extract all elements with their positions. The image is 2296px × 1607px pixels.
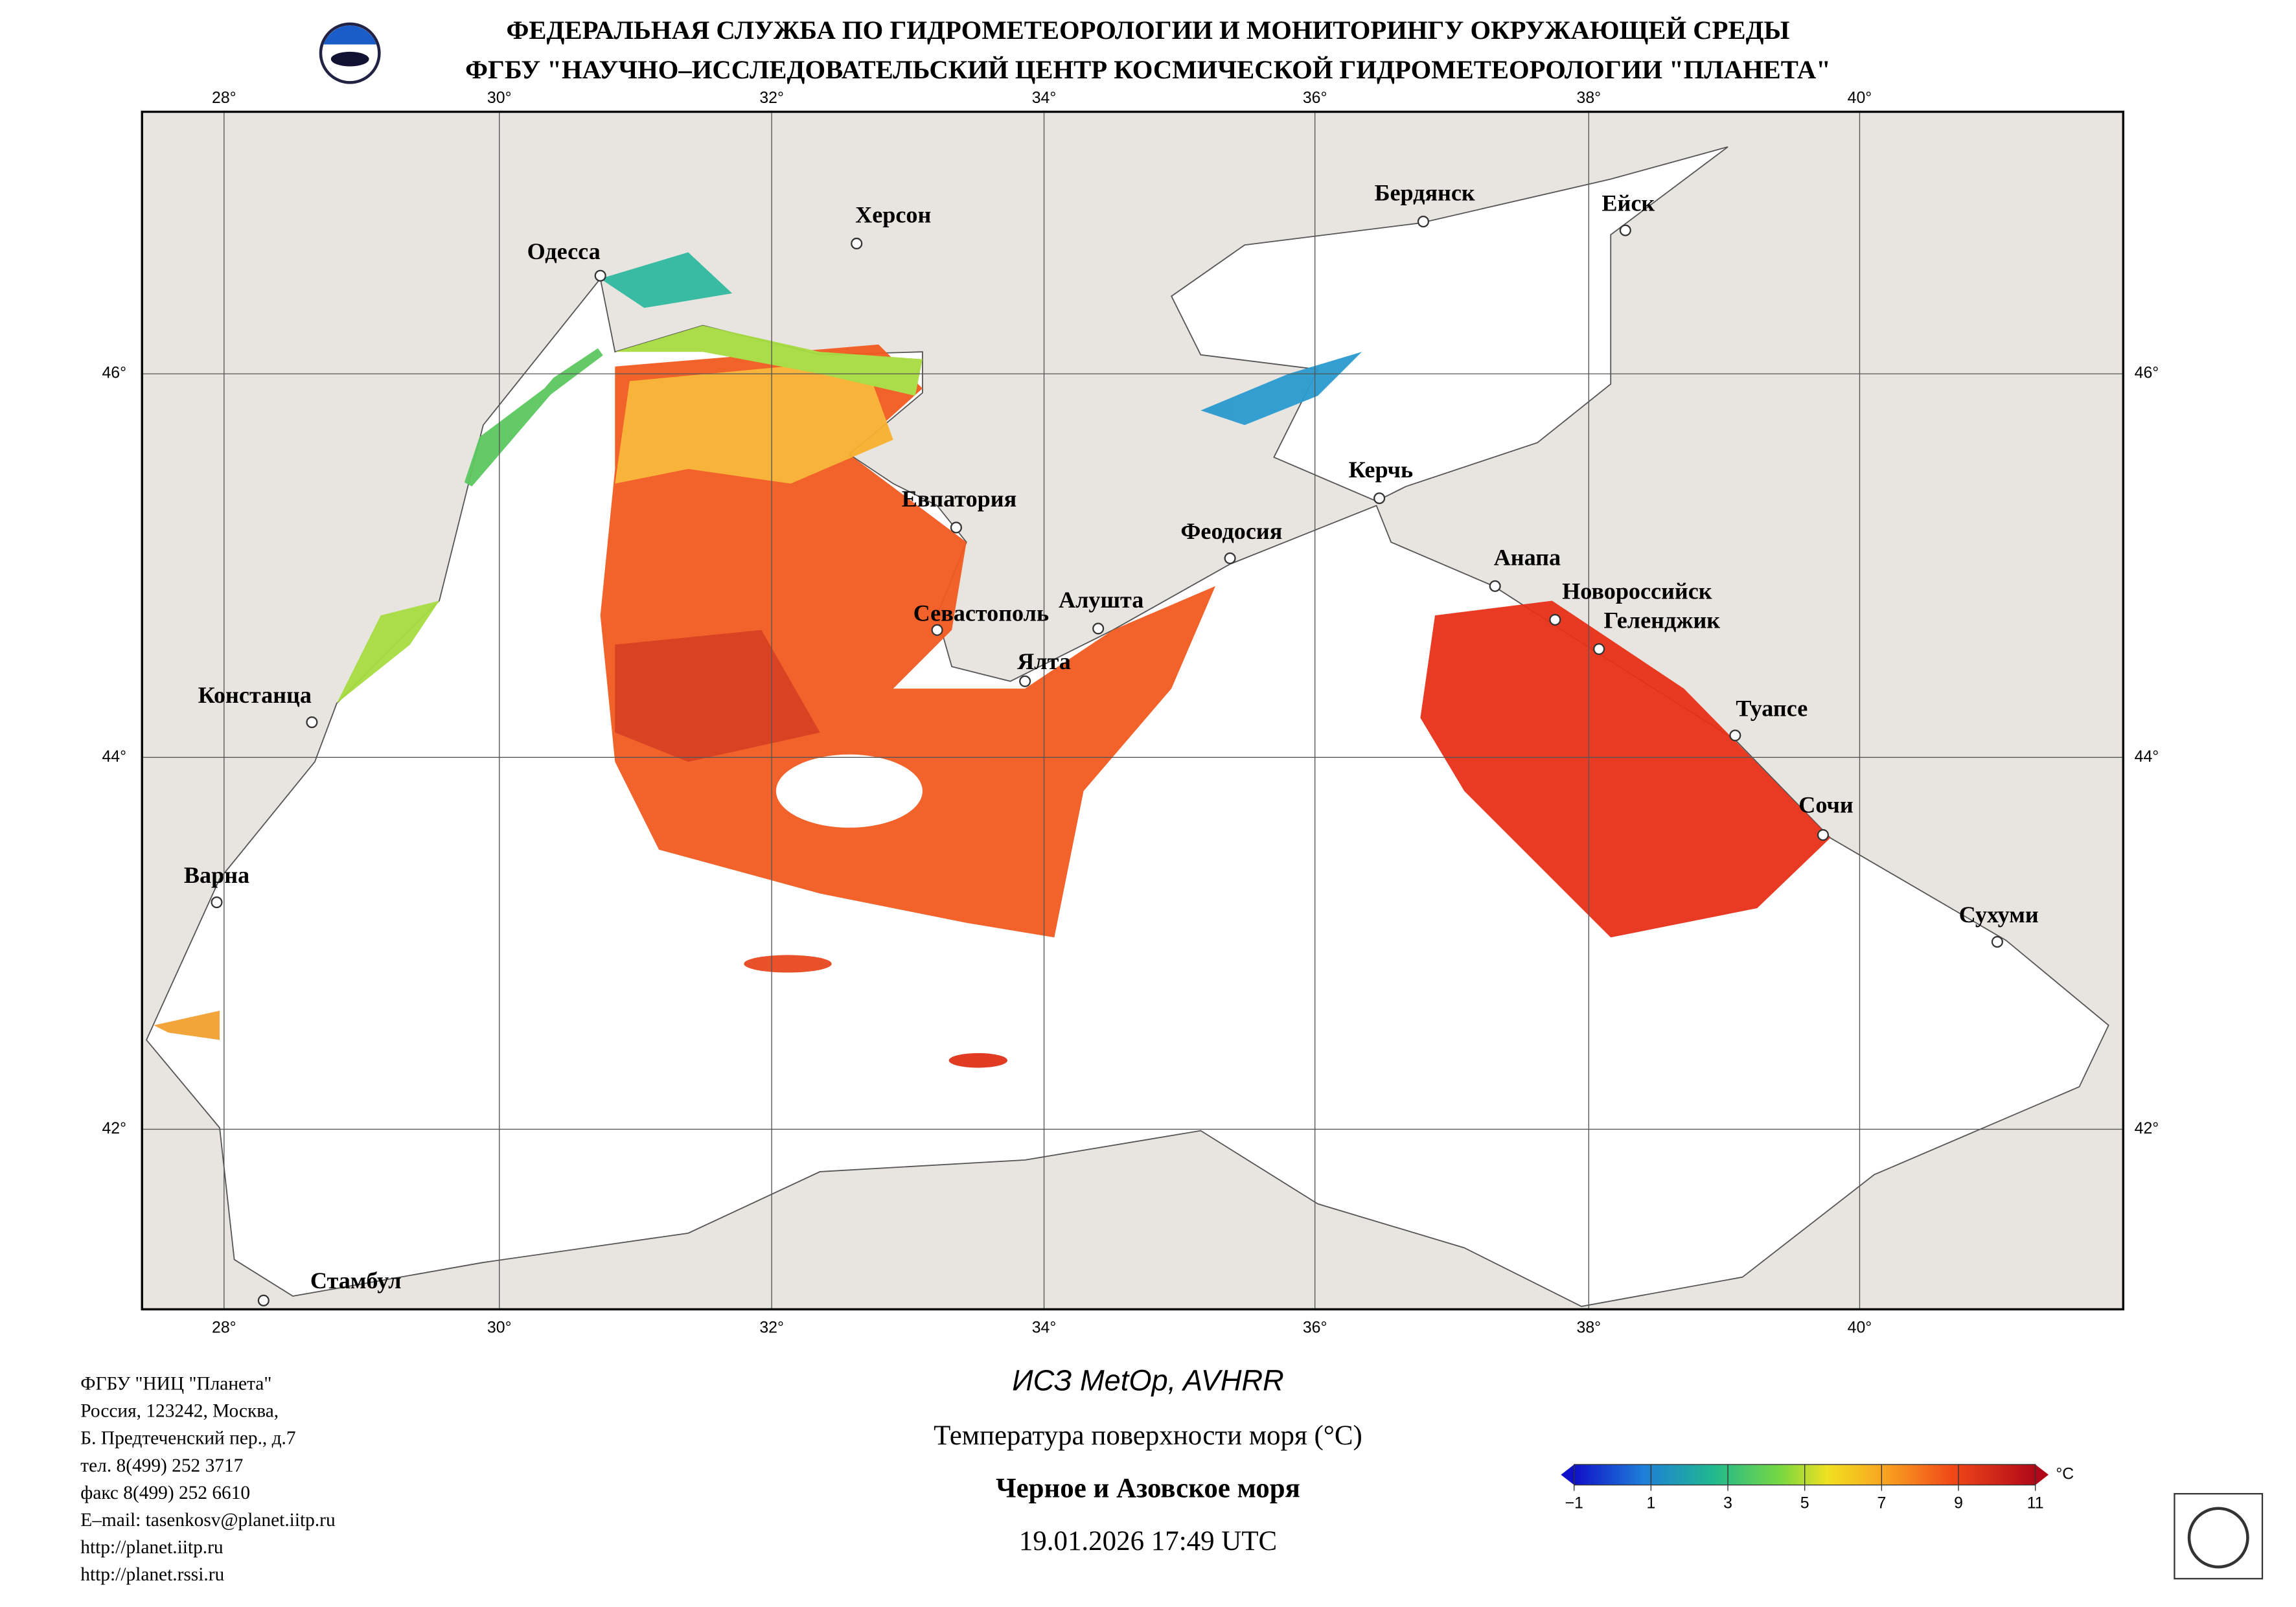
lon-label: 40° <box>1848 89 1872 107</box>
city-marker <box>1729 729 1741 742</box>
city-label: Сочи <box>1798 792 1853 817</box>
lat-label: 42° <box>2135 1119 2159 1137</box>
header-subtitle: ФГБУ "НАУЧНО–ИССЛЕДОВАТЕЛЬСКИЙ ЦЕНТР КОС… <box>465 55 1831 84</box>
lat-label: 44° <box>102 747 126 766</box>
city-label: Анапа <box>1494 544 1561 570</box>
colorbar-tick-label: 5 <box>1800 1494 1809 1512</box>
footer-address: ФГБУ "НИЦ "Планета" Россия, 123242, Москв… <box>80 1374 336 1585</box>
city-marker <box>1549 613 1561 626</box>
city-marker <box>257 1294 270 1306</box>
city-label: Новороссийск <box>1562 578 1712 604</box>
lon-label: 32° <box>759 89 784 107</box>
map-frame <box>141 110 2124 1311</box>
city-label: Геленджик <box>1604 608 1721 633</box>
city-marker <box>1991 936 2003 948</box>
datetime: 19.01.2026 17:49 UTC <box>1019 1526 1277 1556</box>
city-label: Одесса <box>527 238 601 264</box>
city-label: Евпатория <box>902 486 1016 512</box>
city-marker <box>1489 580 1501 592</box>
city-label: Ейск <box>1601 190 1655 216</box>
product: Температура поверхности моря (°C) <box>934 1420 1362 1451</box>
lon-label: 40° <box>1848 1318 1872 1336</box>
lon-label: 28° <box>212 1318 236 1336</box>
city-label: Херсон <box>855 202 931 228</box>
city-marker <box>1417 216 1429 228</box>
city-label: Варна <box>184 862 249 888</box>
address-line: факс 8(499) 252 6610 <box>80 1483 250 1503</box>
city-marker <box>851 237 863 250</box>
colorbar-tick-label: 1 <box>1646 1494 1655 1512</box>
colorbar-tick-label: −1 <box>1565 1494 1583 1512</box>
city-label: Бердянск <box>1375 180 1475 206</box>
city-label: Феодосия <box>1180 518 1282 544</box>
address-line: http://planet.iitp.ru <box>80 1537 224 1558</box>
city-label: Керчь <box>1349 457 1414 483</box>
lon-label: 34° <box>1032 89 1057 107</box>
city-marker <box>1019 675 1031 687</box>
lon-label: 34° <box>1032 1318 1057 1336</box>
city-marker <box>594 269 606 282</box>
graticule <box>142 111 2124 1310</box>
address-line: Б. Предтеченский пер., д.7 <box>80 1428 295 1449</box>
city-marker <box>950 521 962 534</box>
city-marker <box>1224 552 1236 564</box>
address-line: Россия, 123242, Москва, <box>80 1401 279 1422</box>
city-label: Туапсе <box>1736 695 1808 721</box>
city-label: Ялта <box>1017 648 1071 674</box>
lon-label: 38° <box>1577 1318 1601 1336</box>
city-marker <box>1373 492 1386 505</box>
city-label: Севастополь <box>913 600 1049 626</box>
city-marker <box>1619 224 1631 236</box>
lon-label: 38° <box>1577 89 1601 107</box>
city-marker <box>211 896 223 909</box>
header-title: ФЕДЕРАЛЬНАЯ СЛУЖБА ПО ГИДРОМЕТЕОРОЛОГИИ … <box>507 16 1790 45</box>
city-label: Алушта <box>1059 587 1143 613</box>
lon-label: 28° <box>212 89 236 107</box>
map <box>142 111 2124 1310</box>
lon-label: 36° <box>1303 89 1327 107</box>
address-line: http://planet.rssi.ru <box>80 1564 224 1585</box>
colorbar-tick-label: 7 <box>1877 1494 1886 1512</box>
city-marker <box>1092 622 1105 635</box>
map-labels: 28° 28° 30° 30° 32° 32° 34° 34° 36° 36° 38° 38° 40° 4… <box>102 89 2159 1337</box>
lat-label: 46° <box>2135 364 2159 382</box>
address-line: ФГБУ "НИЦ "Планета" <box>80 1374 271 1395</box>
lat-label: 44° <box>2135 747 2159 766</box>
lon-label: 30° <box>487 1318 512 1336</box>
satellite: ИСЗ MetOp, AVHRR <box>1012 1363 1283 1396</box>
address-line: E–mail: tasenkosv@planet.iitp.ru <box>80 1510 336 1531</box>
colorbar-unit: °C <box>2056 1465 2074 1483</box>
lon-label: 30° <box>487 89 512 107</box>
iso-logo <box>2174 1493 2264 1580</box>
address-line: тел. 8(499) 252 3717 <box>80 1455 243 1476</box>
city-marker <box>931 624 943 636</box>
city-marker <box>1817 829 1829 841</box>
lat-label: 42° <box>102 1119 126 1137</box>
city-label: Сухуми <box>1959 902 2039 928</box>
lat-label: 46° <box>102 364 126 382</box>
sst-field <box>154 252 1831 1068</box>
city-marker <box>306 716 318 729</box>
city-label: Стамбул <box>310 1268 402 1294</box>
colorbar-tick-label: 3 <box>1723 1494 1732 1512</box>
colorbar: °C −1 1 3 5 7 9 11 <box>1561 1464 2074 1512</box>
colorbar-tick-label: 11 <box>2027 1494 2044 1512</box>
city-label: Констанца <box>198 682 312 708</box>
lon-label: 32° <box>759 1318 784 1336</box>
lon-label: 36° <box>1303 1318 1327 1336</box>
city-marker <box>1593 643 1605 655</box>
colorbar-tick-label: 9 <box>1954 1494 1963 1512</box>
region: Черное и Азовское моря <box>996 1474 1300 1504</box>
logo <box>319 22 381 84</box>
